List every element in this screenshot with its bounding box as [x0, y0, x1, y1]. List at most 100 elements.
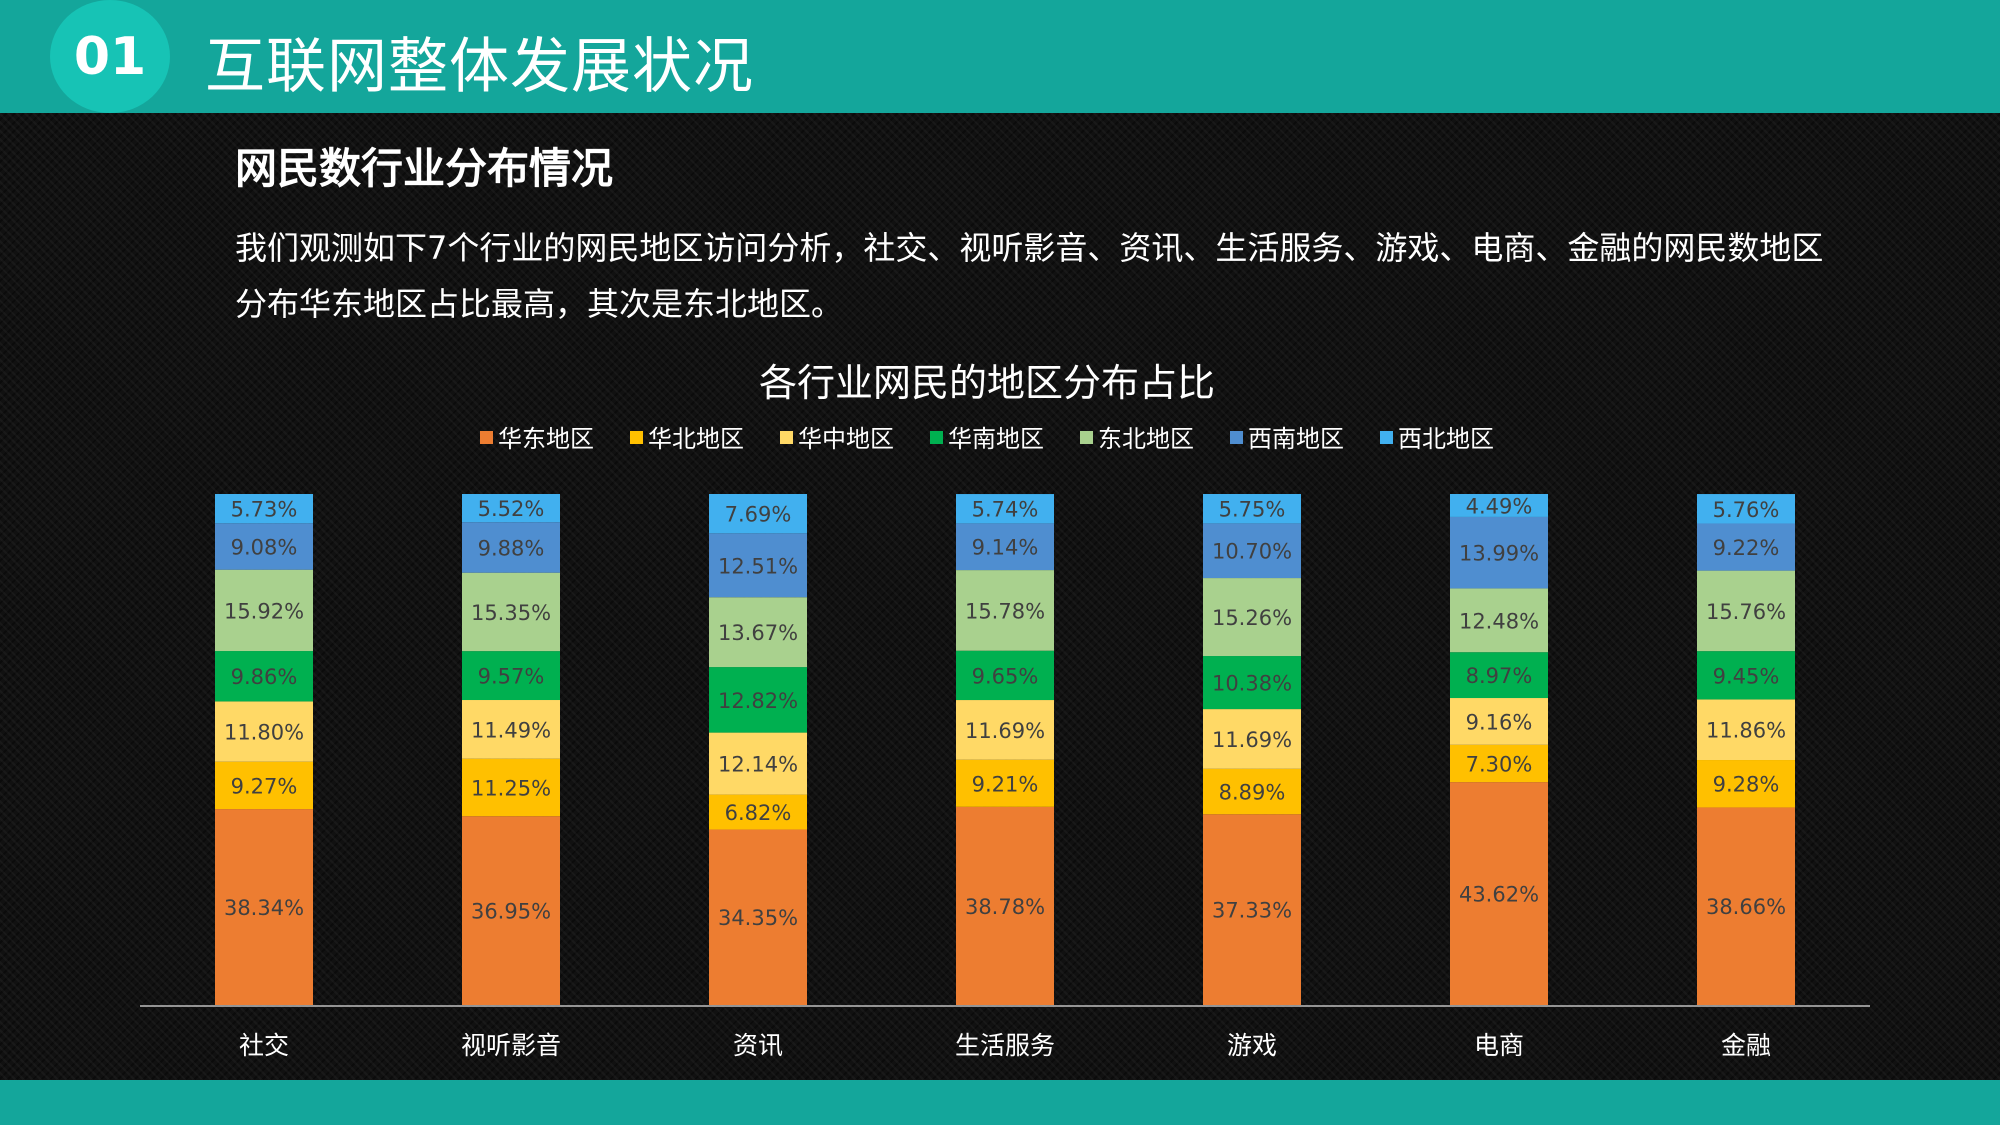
chart-title: 各行业网民的地区分布占比	[759, 361, 1215, 405]
data-label-5-1: 37.33%	[1212, 899, 1292, 923]
bar-segment-6-6	[1450, 516, 1548, 589]
data-label-5-2: 8.89%	[1219, 781, 1286, 805]
bar-segment-3-7	[709, 494, 807, 534]
data-label-1-3: 11.80%	[224, 721, 304, 745]
page-title: 互联网整体发展状况	[205, 32, 754, 102]
bar-segment-4-1	[956, 806, 1054, 1005]
bar-segment-7-5	[1697, 570, 1795, 652]
bar-segment-5-3	[1203, 709, 1301, 769]
bar-segment-1-1	[215, 809, 313, 1005]
data-label-2-7: 5.52%	[478, 497, 545, 521]
bar-segment-6-7	[1450, 494, 1548, 517]
bar-segment-4-2	[956, 759, 1054, 807]
bar-segment-5-5	[1203, 578, 1301, 657]
data-label-7-7: 5.76%	[1713, 498, 1780, 522]
data-label-2-3: 11.49%	[471, 718, 551, 742]
data-label-3-5: 13.67%	[718, 621, 798, 645]
data-label-7-6: 9.22%	[1713, 536, 1780, 560]
legend-label-4: 华南地区	[948, 425, 1044, 453]
data-label-7-5: 15.76%	[1706, 600, 1786, 624]
legend-label-3: 华中地区	[798, 425, 894, 453]
x-tick-label-4: 生活服务	[955, 1031, 1055, 1060]
bar-segment-7-4	[1697, 651, 1795, 700]
data-label-6-1: 43.62%	[1459, 883, 1539, 907]
legend-label-7: 西北地区	[1398, 425, 1494, 453]
bar-segment-7-2	[1697, 760, 1795, 808]
bar-segment-5-7	[1203, 494, 1301, 524]
data-label-4-3: 11.69%	[965, 719, 1045, 743]
data-label-7-3: 11.86%	[1706, 719, 1786, 743]
bar-segment-3-6	[709, 533, 807, 598]
bar-segment-3-2	[709, 794, 807, 830]
bar-segment-6-2	[1450, 744, 1548, 783]
bar-segment-7-3	[1697, 699, 1795, 761]
bottom-footer-bar	[0, 1080, 2000, 1125]
data-label-3-7: 7.69%	[725, 503, 792, 527]
bar-segment-1-2	[215, 761, 313, 810]
bar-segment-1-4	[215, 651, 313, 702]
bar-segment-1-6	[215, 523, 313, 570]
data-label-5-7: 5.75%	[1219, 498, 1286, 522]
data-label-7-4: 9.45%	[1713, 664, 1780, 688]
legend-label-1: 华东地区	[498, 425, 594, 453]
legend-swatch-3	[780, 431, 793, 444]
data-label-2-1: 36.95%	[471, 900, 551, 924]
bar-segment-2-6	[462, 522, 560, 573]
section-subtitle: 网民数行业分布情况	[235, 144, 614, 193]
data-label-5-3: 11.69%	[1212, 728, 1292, 752]
data-label-6-6: 13.99%	[1459, 542, 1539, 566]
x-tick-label-2: 视听影音	[461, 1031, 561, 1060]
data-label-5-6: 10.70%	[1212, 540, 1292, 564]
data-label-1-6: 9.08%	[231, 535, 298, 559]
bar-segment-2-4	[462, 651, 560, 701]
data-label-5-4: 10.38%	[1212, 672, 1292, 696]
data-label-1-5: 15.92%	[224, 599, 304, 623]
top-title-bar	[0, 0, 2000, 113]
x-tick-label-3: 资讯	[733, 1031, 783, 1060]
data-label-4-1: 38.78%	[965, 895, 1045, 919]
bar-segment-4-3	[956, 700, 1054, 760]
data-label-2-5: 15.35%	[471, 601, 551, 625]
data-label-6-3: 9.16%	[1466, 710, 1533, 734]
data-label-7-1: 38.66%	[1706, 895, 1786, 919]
bar-segment-2-3	[462, 700, 560, 759]
bar-segment-3-3	[709, 732, 807, 795]
bar-segment-2-2	[462, 758, 560, 817]
data-label-4-4: 9.65%	[972, 664, 1039, 688]
data-label-2-6: 9.88%	[478, 536, 545, 560]
bar-segment-4-6	[956, 523, 1054, 571]
legend-label-6: 西南地区	[1248, 425, 1344, 453]
x-tick-label-1: 社交	[239, 1031, 289, 1060]
bar-segment-5-4	[1203, 656, 1301, 710]
section-description: 我们观测如下7个行业的网民地区访问分析，社交、视听影音、资讯、生活服务、游戏、电…	[235, 229, 1824, 323]
data-label-1-2: 9.27%	[231, 774, 298, 798]
legend-swatch-4	[930, 431, 943, 444]
bar-segment-5-6	[1203, 523, 1301, 579]
data-label-3-1: 34.35%	[718, 906, 798, 930]
data-label-4-6: 9.14%	[972, 536, 1039, 560]
bar-segment-4-4	[956, 650, 1054, 701]
legend-swatch-2	[630, 431, 643, 444]
legend-swatch-5	[1080, 431, 1093, 444]
bar-segment-1-5	[215, 569, 313, 652]
bar-segment-6-1	[1450, 782, 1548, 1005]
legend-swatch-7	[1380, 431, 1393, 444]
data-label-3-6: 12.51%	[718, 554, 798, 578]
data-label-6-7: 4.49%	[1466, 494, 1533, 518]
bar-segment-2-7	[462, 494, 560, 523]
bar-segment-7-7	[1697, 494, 1795, 524]
bar-segment-5-1	[1203, 814, 1301, 1005]
bar-segment-6-4	[1450, 652, 1548, 699]
x-tick-label-7: 金融	[1721, 1031, 1771, 1060]
bar-segment-4-7	[956, 494, 1054, 524]
legend-swatch-6	[1230, 431, 1243, 444]
legend-label-5: 东北地区	[1098, 425, 1194, 453]
data-label-6-2: 7.30%	[1466, 752, 1533, 776]
x-tick-label-6: 电商	[1474, 1031, 1524, 1060]
bar-segment-2-1	[462, 816, 560, 1005]
bar-segment-3-5	[709, 597, 807, 668]
data-label-6-5: 12.48%	[1459, 609, 1539, 633]
data-label-7-2: 9.28%	[1713, 773, 1780, 797]
bar-segment-4-5	[956, 570, 1054, 651]
